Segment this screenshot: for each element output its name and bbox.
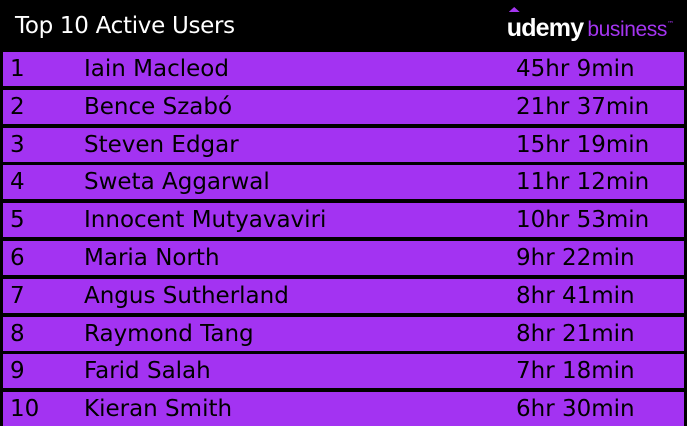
rank-cell: 3 <box>10 131 25 158</box>
rank-cell: 1 <box>10 56 25 82</box>
name-cell: Kieran Smith <box>84 396 233 423</box>
rank-cell: 10 <box>10 396 40 423</box>
rank-cell: 6 <box>10 244 25 271</box>
rank-cell: 5 <box>10 207 25 234</box>
brand-name-text: udemy <box>506 14 584 42</box>
name-cell: Bence Szabó <box>84 93 233 120</box>
time-cell: 10hr 53min <box>516 207 650 234</box>
rank-cell: 2 <box>10 93 25 120</box>
name-cell: Farid Salah <box>84 358 211 385</box>
table-row: 3 Steven Edgar 15hr 19min <box>3 127 684 162</box>
name-cell: Innocent Mutyavaviri <box>84 207 327 234</box>
table-row: 6 Maria North 9hr 22min <box>3 240 684 275</box>
table-row: 1 Iain Macleod 45hr 9min <box>3 52 684 86</box>
time-cell: 9hr 22min <box>516 244 635 271</box>
time-cell: 6hr 30min <box>516 396 635 423</box>
name-cell: Maria North <box>84 244 220 271</box>
time-cell: 7hr 18min <box>516 358 635 385</box>
rank-cell: 4 <box>10 169 25 196</box>
time-cell: 21hr 37min <box>516 93 650 120</box>
leaderboard-title: Top 10 Active Users <box>15 13 235 39</box>
brand-sub: business <box>587 18 667 41</box>
users-table: 1 Iain Macleod 45hr 9min 2 Bence Szabó 2… <box>3 52 684 426</box>
name-cell: Raymond Tang <box>84 320 254 347</box>
rank-cell: 9 <box>10 358 25 385</box>
time-cell: 15hr 19min <box>516 131 650 158</box>
brand-name: udemy <box>506 7 584 43</box>
name-cell: Steven Edgar <box>84 131 239 158</box>
name-cell: Iain Macleod <box>84 56 229 82</box>
name-cell: Sweta Aggarwal <box>84 169 270 196</box>
table-row: 9 Farid Salah 7hr 18min <box>3 354 684 389</box>
table-row: 4 Sweta Aggarwal 11hr 12min <box>3 165 684 200</box>
time-cell: 11hr 12min <box>516 169 650 196</box>
leaderboard-header: Top 10 Active Users udemy business ™ <box>3 0 684 52</box>
brand-trademark: ™ <box>667 20 674 28</box>
table-row: 10 Kieran Smith 6hr 30min <box>3 392 684 426</box>
table-row: 7 Angus Sutherland 8hr 41min <box>3 278 684 313</box>
table-row: 2 Bence Szabó 21hr 37min <box>3 89 684 124</box>
time-cell: 8hr 21min <box>516 320 635 347</box>
table-row: 8 Raymond Tang 8hr 21min <box>3 316 684 351</box>
table-row: 5 Innocent Mutyavaviri 10hr 53min <box>3 203 684 238</box>
time-cell: 45hr 9min <box>516 56 635 82</box>
time-cell: 8hr 41min <box>516 282 635 309</box>
name-cell: Angus Sutherland <box>84 282 289 309</box>
rank-cell: 7 <box>10 282 25 309</box>
udemy-business-logo: udemy business ™ <box>506 7 674 46</box>
logo-cap-icon <box>508 7 520 12</box>
rank-cell: 8 <box>10 320 25 347</box>
